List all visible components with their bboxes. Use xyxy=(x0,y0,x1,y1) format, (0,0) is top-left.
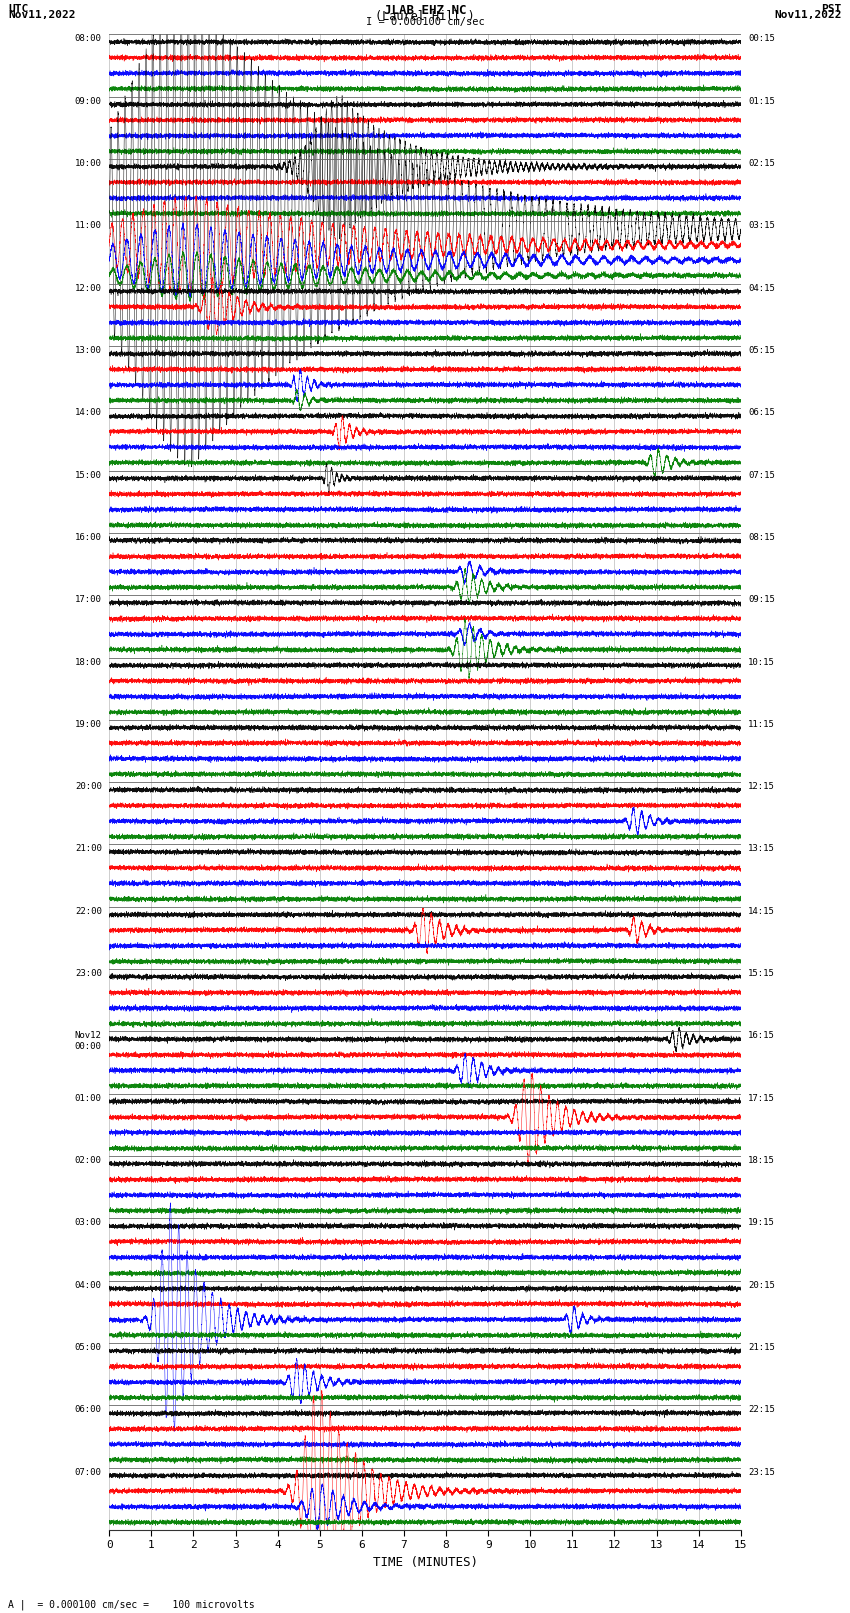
Text: 01:15: 01:15 xyxy=(748,97,775,106)
Text: 04:15: 04:15 xyxy=(748,284,775,292)
Text: 00:15: 00:15 xyxy=(748,34,775,44)
Text: 23:15: 23:15 xyxy=(748,1468,775,1476)
Text: (Laurel Hill ): (Laurel Hill ) xyxy=(375,11,475,24)
Text: 21:15: 21:15 xyxy=(748,1344,775,1352)
Text: 06:15: 06:15 xyxy=(748,408,775,418)
Text: 02:00: 02:00 xyxy=(75,1157,102,1165)
Text: 20:00: 20:00 xyxy=(75,782,102,790)
Text: 17:15: 17:15 xyxy=(748,1094,775,1103)
Text: 19:00: 19:00 xyxy=(75,719,102,729)
Text: 15:15: 15:15 xyxy=(748,969,775,977)
Text: 12:00: 12:00 xyxy=(75,284,102,292)
Text: 16:15: 16:15 xyxy=(748,1031,775,1040)
Text: 11:00: 11:00 xyxy=(75,221,102,231)
Text: 03:00: 03:00 xyxy=(75,1218,102,1227)
Text: 05:15: 05:15 xyxy=(748,345,775,355)
Text: 12:15: 12:15 xyxy=(748,782,775,790)
Text: 22:00: 22:00 xyxy=(75,907,102,916)
Text: 09:15: 09:15 xyxy=(748,595,775,605)
Text: 20:15: 20:15 xyxy=(748,1281,775,1290)
Text: Nov11,2022: Nov11,2022 xyxy=(774,11,842,21)
Text: 14:00: 14:00 xyxy=(75,408,102,418)
Text: 21:00: 21:00 xyxy=(75,845,102,853)
Text: 09:00: 09:00 xyxy=(75,97,102,106)
Text: 05:00: 05:00 xyxy=(75,1344,102,1352)
Text: Nov11,2022: Nov11,2022 xyxy=(8,11,76,21)
X-axis label: TIME (MINUTES): TIME (MINUTES) xyxy=(372,1557,478,1569)
Text: 13:00: 13:00 xyxy=(75,345,102,355)
Text: JLAB EHZ NC: JLAB EHZ NC xyxy=(383,5,467,18)
Text: A |  = 0.000100 cm/sec =    100 microvolts: A | = 0.000100 cm/sec = 100 microvolts xyxy=(8,1598,255,1610)
Text: 08:00: 08:00 xyxy=(75,34,102,44)
Text: 10:00: 10:00 xyxy=(75,160,102,168)
Text: 13:15: 13:15 xyxy=(748,845,775,853)
Text: 11:15: 11:15 xyxy=(748,719,775,729)
Text: 06:00: 06:00 xyxy=(75,1405,102,1415)
Text: 18:15: 18:15 xyxy=(748,1157,775,1165)
Text: PST: PST xyxy=(821,5,842,15)
Text: 19:15: 19:15 xyxy=(748,1218,775,1227)
Text: 22:15: 22:15 xyxy=(748,1405,775,1415)
Text: Nov12
00:00: Nov12 00:00 xyxy=(75,1031,102,1050)
Text: 16:00: 16:00 xyxy=(75,532,102,542)
Text: 10:15: 10:15 xyxy=(748,658,775,666)
Text: 01:00: 01:00 xyxy=(75,1094,102,1103)
Text: 03:15: 03:15 xyxy=(748,221,775,231)
Text: 14:15: 14:15 xyxy=(748,907,775,916)
Text: UTC: UTC xyxy=(8,5,29,15)
Text: 04:00: 04:00 xyxy=(75,1281,102,1290)
Text: 02:15: 02:15 xyxy=(748,160,775,168)
Text: 18:00: 18:00 xyxy=(75,658,102,666)
Text: 07:00: 07:00 xyxy=(75,1468,102,1476)
Text: I = 0.000100 cm/sec: I = 0.000100 cm/sec xyxy=(366,18,484,27)
Text: 07:15: 07:15 xyxy=(748,471,775,479)
Text: 17:00: 17:00 xyxy=(75,595,102,605)
Text: 08:15: 08:15 xyxy=(748,532,775,542)
Text: 23:00: 23:00 xyxy=(75,969,102,977)
Text: 15:00: 15:00 xyxy=(75,471,102,479)
